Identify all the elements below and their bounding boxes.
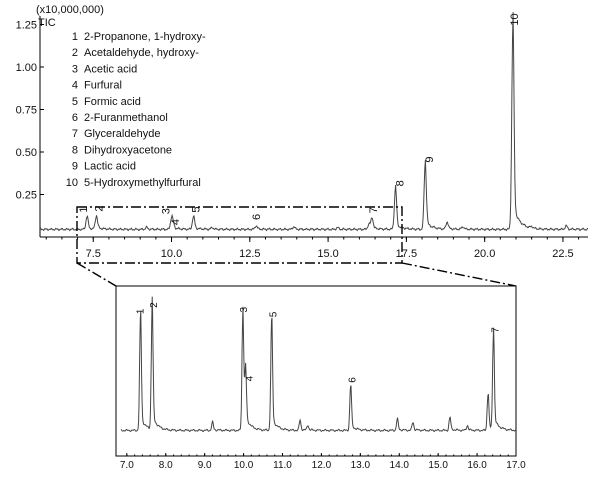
zoom-connector-right [401,262,517,287]
legend-number: 1 [72,31,78,43]
main-y-tick-label: 1.00 [16,62,37,74]
zoom-x-tick-label: 17.0 [506,460,526,471]
legend-number: 8 [72,144,78,156]
main-peak-label: 4 [170,219,182,225]
legend-number: 6 [72,112,78,124]
zoom-x-tick-label: 12.0 [312,460,332,471]
zoom-region-box [76,206,403,264]
legend-entry: Formic acid [84,96,141,108]
zoom-x-tick-label: 16.0 [467,460,487,471]
legend-number: 3 [72,63,78,75]
compound-legend: 1 2-Propanone, 1-hydroxy- 2 Acetaldehyde, h… [66,31,206,189]
main-x-tick-label: 15.0 [317,248,338,260]
zoom-peak-labels: 12 3 4 5 6 7 [135,302,501,383]
main-peak-label: 5 [190,206,202,212]
main-peak-label: 3 [161,208,173,214]
main-x-tick-label: 17.5 [396,248,417,260]
main-tic-trace [39,12,588,232]
zoom-x-tick-label: 7.0 [120,460,134,471]
legend-number: 9 [72,161,78,173]
legend-entry: 5-Hydroxymethylfurfural [84,177,201,189]
zoom-x-tick-label: 14.0 [390,460,410,471]
main-peak-label: 7 [368,207,380,213]
zoom-x-tick-label: 9.0 [198,460,212,471]
zoom-x-ticks: 7.0 8.0 9.0 10.0 11.0 12.0 13.0 14.0 15.0 16.0 17.… [120,453,526,471]
zoom-tic-trace [120,296,517,433]
legend-number: 2 [72,47,78,59]
main-x-tick-label: 12.5 [239,248,260,260]
legend-entry: Acetic acid [84,63,137,75]
legend-entry: Furfural [84,80,122,92]
zoom-peak-label: 3 [239,307,250,313]
main-x-ticks: 7.5 10.0 12.5 15.0 17.5 20.0 22.5 [45,237,580,260]
legend-entry: Lactic acid [84,161,136,173]
main-peak-label: 8 [394,180,406,186]
main-y-tick-label: 0.75 [16,105,37,117]
legend-entry: Dihydroxyacetone [84,144,172,156]
main-y-tick-label: 0.25 [16,190,37,202]
legend-entry: Glyceraldehyde [84,128,160,140]
zoom-x-tick-label: 10.0 [234,460,254,471]
main-y-ticks: 0.25 0.50 0.75 1.00 1.25 [16,20,44,202]
main-peak-label: 1 [78,206,90,212]
zoom-x-tick-label: 15.0 [428,460,448,471]
legend-number: 10 [66,177,78,189]
main-peak-label: 2 [93,205,105,211]
zoom-peak-label: 7 [490,327,501,333]
zoom-peak-label: 4 [245,375,256,381]
main-peak-label: 6 [251,214,263,220]
zoom-peak-label: 1 [135,308,146,314]
zoom-panel: 12 3 4 5 6 7 7.0 8.0 9.0 10.0 11.0 12.0 13.0 14.0 15.… [115,285,526,471]
zoom-x-tick-label: 11.0 [273,460,292,471]
main-peak-label: 10 [509,13,521,25]
zoom-panel-frame [115,285,517,457]
legend-number: 5 [72,96,78,108]
legend-number: 7 [72,128,78,140]
main-panel: (x10,000,000) TIC 0.25 0.50 0.75 1.00 1.25 7… [16,4,588,264]
zoom-peak-label: 6 [348,377,359,383]
main-y-tick-label: 1.25 [16,20,37,32]
main-x-tick-label: 7.5 [86,248,101,260]
legend-entry: Acetaldehyde, hydroxy- [84,47,199,59]
zoom-x-tick-label: 8.0 [159,460,173,471]
legend-entry: 2-Propanone, 1-hydroxy- [84,31,206,43]
scale-factor-label: (x10,000,000) [36,4,104,16]
legend-entry: 2-Furanmethanol [84,112,168,124]
zoom-connector-left [76,262,117,287]
zoom-x-tick-label: 13.0 [351,460,371,471]
legend-number: 4 [72,80,78,92]
main-x-tick-label: 22.5 [552,248,573,260]
main-peak-labels: 1 2 3 4 5 6 7 8 9 10 [78,13,521,225]
series-label: TIC [38,17,56,29]
main-y-tick-label: 0.50 [16,147,37,159]
zoom-peak-label: 2 [149,302,160,308]
zoom-peak-label: 5 [269,311,280,317]
main-x-tick-label: 20.0 [474,248,495,260]
main-x-tick-label: 10.0 [161,248,182,260]
main-peak-label: 9 [424,156,436,162]
